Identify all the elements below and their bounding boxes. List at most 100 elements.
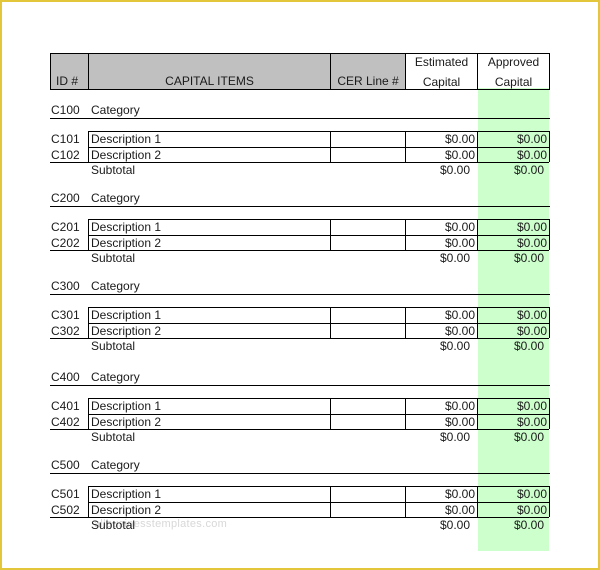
header-cer-line: CER Line # — [337, 74, 399, 88]
column-border — [477, 131, 478, 162]
header-cer-cell — [331, 54, 405, 89]
header-items-cell — [89, 54, 330, 89]
subtotal-label: Subtotal — [91, 518, 136, 532]
row-border — [88, 307, 549, 308]
row-description[interactable]: Description 1 — [91, 132, 162, 146]
column-border — [549, 307, 550, 338]
header-capital-items: CAPITAL ITEMS — [165, 74, 254, 88]
header-divider — [477, 53, 478, 90]
subtotal-approved: $0.00 — [513, 163, 544, 177]
row-description[interactable]: Description 1 — [91, 220, 162, 234]
header-top-border — [50, 53, 550, 54]
row-border — [50, 162, 549, 163]
column-border — [549, 131, 550, 162]
row-border — [50, 517, 549, 518]
row-approved-capital[interactable]: $0.00 — [516, 236, 547, 250]
column-border — [330, 398, 331, 429]
row-approved-capital[interactable]: $0.00 — [516, 148, 547, 162]
subtotal-label: Subtotal — [91, 163, 136, 177]
header-divider — [50, 53, 51, 90]
header-divider — [549, 53, 550, 90]
row-approved-capital[interactable]: $0.00 — [516, 132, 547, 146]
row-id: C302 — [51, 324, 80, 338]
row-estimated-capital[interactable]: $0.00 — [444, 308, 475, 322]
row-estimated-capital[interactable]: $0.00 — [444, 220, 475, 234]
category-label: Category — [91, 279, 140, 293]
row-estimated-capital[interactable]: $0.00 — [444, 399, 475, 413]
row-description[interactable]: Description 2 — [91, 148, 162, 162]
column-border — [330, 486, 331, 517]
column-border — [549, 486, 550, 517]
row-id: C501 — [51, 487, 80, 501]
row-estimated-capital[interactable]: $0.00 — [444, 324, 475, 338]
column-border — [477, 307, 478, 338]
row-estimated-capital[interactable]: $0.00 — [444, 148, 475, 162]
header-divider — [330, 53, 331, 90]
category-label: Category — [91, 370, 140, 384]
subtotal-estimated: $0.00 — [439, 163, 470, 177]
row-id: C201 — [51, 220, 80, 234]
category-underline — [50, 385, 550, 386]
column-border — [88, 219, 89, 250]
column-border — [405, 219, 406, 250]
row-approved-capital[interactable]: $0.00 — [516, 399, 547, 413]
row-border — [50, 338, 549, 339]
row-description[interactable]: Description 1 — [91, 308, 162, 322]
column-border — [330, 307, 331, 338]
column-border — [88, 131, 89, 162]
subtotal-estimated: $0.00 — [439, 251, 470, 265]
row-id: C502 — [51, 503, 80, 517]
row-id: C301 — [51, 308, 80, 322]
category-underline — [50, 473, 550, 474]
row-estimated-capital[interactable]: $0.00 — [444, 487, 475, 501]
row-description[interactable]: Description 2 — [91, 415, 162, 429]
row-approved-capital[interactable]: $0.00 — [516, 308, 547, 322]
row-approved-capital[interactable]: $0.00 — [516, 415, 547, 429]
header-estimated-line1: Estimated — [414, 55, 469, 69]
row-id: C102 — [51, 148, 80, 162]
watermark-text: allbusinesstemplates.com — [94, 518, 228, 530]
row-border — [88, 219, 549, 220]
row-description[interactable]: Description 1 — [91, 399, 162, 413]
row-estimated-capital[interactable]: $0.00 — [444, 236, 475, 250]
row-id: C101 — [51, 132, 80, 146]
subtotal-label: Subtotal — [91, 251, 136, 265]
row-estimated-capital[interactable]: $0.00 — [444, 415, 475, 429]
row-border — [50, 429, 549, 430]
subtotal-label: Subtotal — [91, 430, 136, 444]
row-estimated-capital[interactable]: $0.00 — [444, 132, 475, 146]
row-border — [88, 414, 549, 415]
row-border — [88, 235, 549, 236]
category-code: C400 — [51, 370, 80, 384]
column-border — [549, 219, 550, 250]
column-border — [405, 486, 406, 517]
column-border — [477, 398, 478, 429]
category-code: C100 — [51, 103, 80, 117]
row-id: C402 — [51, 415, 80, 429]
row-approved-capital[interactable]: $0.00 — [516, 487, 547, 501]
row-estimated-capital[interactable]: $0.00 — [444, 503, 475, 517]
header-divider — [405, 53, 406, 90]
subtotal-estimated: $0.00 — [439, 339, 470, 353]
category-code: C300 — [51, 279, 80, 293]
column-border — [477, 219, 478, 250]
row-approved-capital[interactable]: $0.00 — [516, 324, 547, 338]
row-approved-capital[interactable]: $0.00 — [516, 220, 547, 234]
column-border — [405, 398, 406, 429]
row-id: C401 — [51, 399, 80, 413]
row-id: C202 — [51, 236, 80, 250]
row-description[interactable]: Description 2 — [91, 324, 162, 338]
header-id-cell — [50, 54, 88, 89]
row-description[interactable]: Description 1 — [91, 487, 162, 501]
header-id: ID # — [56, 74, 79, 88]
column-border — [330, 131, 331, 162]
row-description[interactable]: Description 2 — [91, 236, 162, 250]
header-approved-line1: Approved — [487, 55, 540, 69]
header-bottom-border — [50, 89, 550, 90]
row-description[interactable]: Description 2 — [91, 503, 162, 517]
row-approved-capital[interactable]: $0.00 — [516, 503, 547, 517]
header-estimated-line2: Capital — [422, 75, 461, 89]
header-approved-line2: Capital — [494, 75, 533, 89]
column-border — [88, 398, 89, 429]
